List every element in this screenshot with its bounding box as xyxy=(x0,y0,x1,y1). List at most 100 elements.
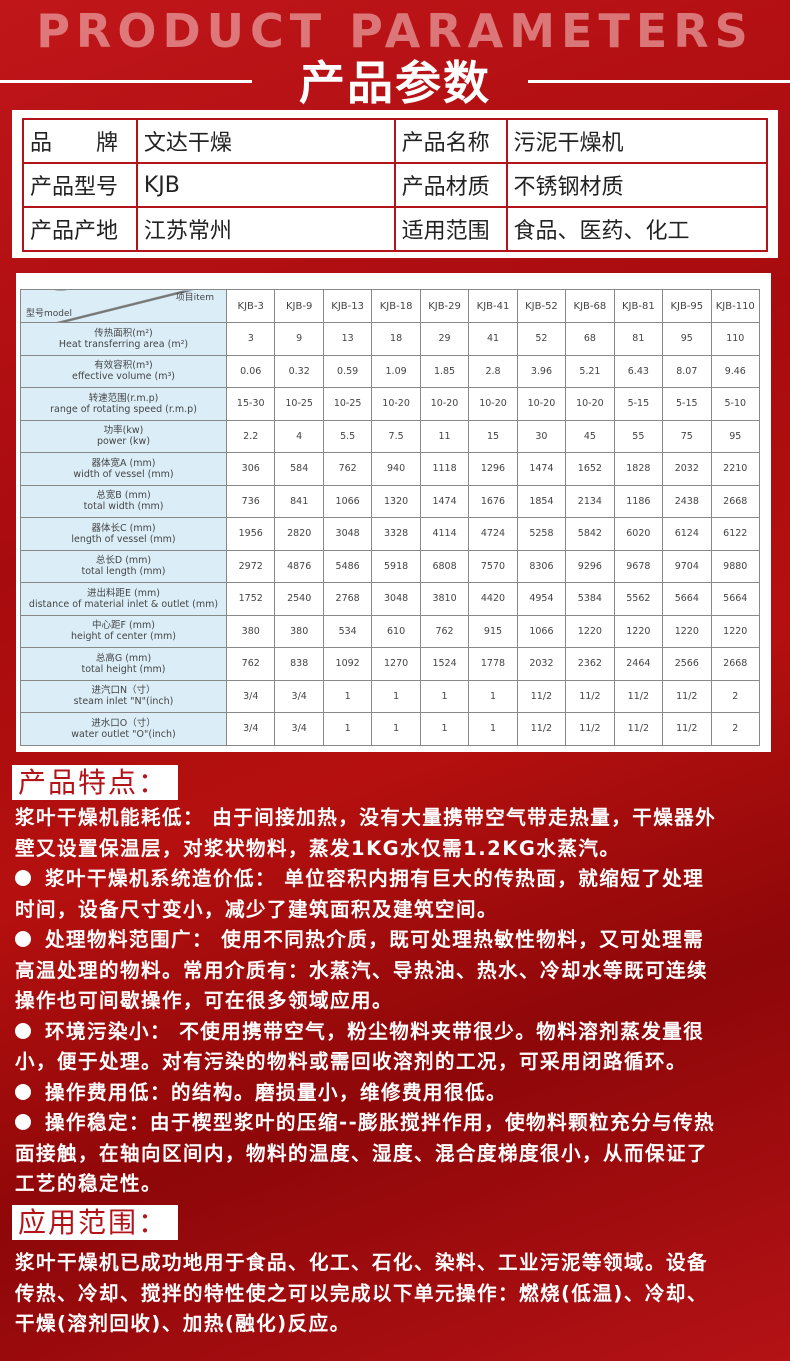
spec-value: 5486 xyxy=(322,549,373,583)
param-label-en: width of vessel (mm) xyxy=(73,468,174,480)
corner-item-label: 项目item xyxy=(175,293,214,303)
info-row: 产品型号 KJB 产品材质 不锈钢材质 xyxy=(22,162,769,208)
spec-value: 1474 xyxy=(516,452,567,486)
param-label-cn: 总长D (mm) xyxy=(95,555,152,567)
info-row: 品 牌文达干燥 产品名称 污泥干燥机 xyxy=(22,118,769,164)
bullet-icon xyxy=(15,931,31,947)
feature-line: 时间，设备尺寸变小，减少了建筑面积及建筑空间。 xyxy=(15,895,785,926)
info-label: 品 牌 xyxy=(22,118,138,164)
spec-value: 2362 xyxy=(565,647,615,681)
param-label-en: height of center (mm) xyxy=(71,631,176,643)
spec-value: 762 xyxy=(419,614,470,648)
spec-value: 9296 xyxy=(565,549,615,583)
feature-text: 小，便于处理。对有污染的物料或需回收溶剂的工况，可采用闭路循环。 xyxy=(15,1050,688,1073)
feature-line: 浆叶干燥机系统造价低： 单位容积内拥有巨大的传热面，就缩短了处理 xyxy=(15,864,785,895)
spec-value: 8306 xyxy=(516,549,567,583)
param-label-en: Heat transferring area (m²) xyxy=(58,338,189,350)
param-label: 中心距F (mm) height of center (mm) xyxy=(20,614,227,648)
spec-value: 11/2 xyxy=(613,679,664,713)
spec-value: 9704 xyxy=(662,549,712,583)
spec-value: 6.43 xyxy=(613,354,664,388)
spec-value: 110 xyxy=(710,322,761,356)
spec-value: 13 xyxy=(322,322,373,356)
spec-value: 380 xyxy=(274,614,324,648)
spec-value: 6124 xyxy=(662,517,712,551)
model-header: KJB-18 xyxy=(371,289,421,323)
spec-row: 转速范围(r.m.p) range of rotating speed (r.m.… xyxy=(20,387,761,421)
spec-value: 1296 xyxy=(468,452,518,486)
info-label: 产品产地 xyxy=(22,206,138,252)
spec-value: 5.5 xyxy=(322,419,373,453)
spec-value: 10-25 xyxy=(322,387,373,421)
spec-value: 7570 xyxy=(468,549,518,583)
title-en-watermark: PRODUCT PARAMETERS xyxy=(36,4,754,58)
spec-value: 11/2 xyxy=(516,679,567,713)
spec-panel: 项目item 型号model KJB-3 KJB-9 KJB-13 KJB-18 KJB-2… xyxy=(16,273,771,752)
model-header: KJB-29 xyxy=(419,289,470,323)
spec-value: 584 xyxy=(274,452,324,486)
spec-value: 380 xyxy=(225,614,276,648)
spec-value: 45 xyxy=(565,419,615,453)
spec-value: 1066 xyxy=(322,484,373,518)
feature-line: 壁又设置保温层，对浆状物料，蒸发1KG水仅需1.2KG水蒸汽。 xyxy=(15,834,785,865)
spec-value: 736 xyxy=(225,484,276,518)
spec-value: 1092 xyxy=(322,647,373,681)
feature-text: 高温处理的物料。常用介质有：水蒸汽、导热油、热水、冷却水等既可连续 xyxy=(15,958,709,982)
spec-value: 1 xyxy=(468,712,518,746)
info-value: 食品、医药、化工 xyxy=(505,206,769,252)
spec-value: 2210 xyxy=(710,452,761,486)
spec-value: 11/2 xyxy=(516,712,567,746)
spec-value: 5562 xyxy=(613,582,664,616)
info-value: 文达干燥 xyxy=(135,118,396,164)
param-label-en: power (kw) xyxy=(96,436,151,448)
spec-value: 11/2 xyxy=(662,679,712,713)
spec-value: 2 xyxy=(710,679,761,713)
basic-info-panel: 品 牌文达干燥 产品名称 污泥干燥机 产品型号 KJB 产品材质 不锈钢材质 产品产地 江苏常州… xyxy=(12,110,778,258)
spec-value: 3/4 xyxy=(274,679,324,713)
spec-value: 3810 xyxy=(419,582,470,616)
spec-value: 1 xyxy=(419,679,470,713)
param-label: 进出料距E (mm) distance of material inlet & o… xyxy=(20,582,227,616)
param-label-cn: 中心距F (mm) xyxy=(92,620,155,632)
spec-value: 11/2 xyxy=(613,712,664,746)
spec-value: 15-30 xyxy=(225,387,276,421)
model-header: KJB-81 xyxy=(613,289,664,323)
spec-row: 有效容积(m³) effective volume (m³) 0.06 0.32 0.5… xyxy=(20,354,761,388)
spec-value: 3048 xyxy=(322,517,373,551)
param-label-en: effective volume (m³) xyxy=(72,371,175,383)
spec-value: 1 xyxy=(322,679,373,713)
spec-value: 9.46 xyxy=(710,354,761,388)
spec-value: 1676 xyxy=(468,484,518,518)
spec-value: 2464 xyxy=(613,647,664,681)
model-header: KJB-95 xyxy=(662,289,712,323)
spec-value: 5258 xyxy=(516,517,567,551)
spec-value: 1 xyxy=(419,712,470,746)
param-label: 功率(kw) power (kw) xyxy=(20,419,227,453)
spec-value: 10-20 xyxy=(468,387,518,421)
spec-value: 81 xyxy=(613,322,664,356)
spec-value: 15 xyxy=(468,419,518,453)
spec-value: 5384 xyxy=(565,582,615,616)
info-value: 不锈钢材质 xyxy=(505,162,769,208)
spec-value: 1118 xyxy=(419,452,470,486)
spec-value: 7.5 xyxy=(371,419,421,453)
feature-text: 操作费用低：的结构。磨损量小，维修费用很低。 xyxy=(45,1080,508,1104)
param-label-en: total height (mm) xyxy=(81,663,166,675)
spec-value: 5.21 xyxy=(565,354,615,388)
feature-text: 时间，设备尺寸变小，减少了建筑面积及建筑空间。 xyxy=(15,897,499,921)
spec-value: 1828 xyxy=(613,452,664,486)
param-label-en: distance of material inlet & outlet (mm) xyxy=(28,598,219,610)
spec-value: 3048 xyxy=(371,582,421,616)
spec-value: 841 xyxy=(274,484,324,518)
param-label-en: steam inlet "N"(inch) xyxy=(73,696,174,708)
spec-value: 4876 xyxy=(274,549,324,583)
spec-value: 3/4 xyxy=(225,679,276,713)
model-header: KJB-68 xyxy=(565,289,615,323)
spec-row: 器体长C (mm) length of vessel (mm) 1956 2820 30… xyxy=(20,517,761,551)
spec-row: 总高G (mm) total height (mm) 762 838 1092 1270 1… xyxy=(20,647,761,681)
spec-table: 项目item 型号model KJB-3 KJB-9 KJB-13 KJB-18 KJB-2… xyxy=(20,289,761,746)
spec-value: 9880 xyxy=(710,549,761,583)
spec-value: 2972 xyxy=(225,549,276,583)
spec-row: 总宽B (mm) total width (mm) 736 841 1066 1320 14… xyxy=(20,484,761,518)
features-text: 浆叶干燥机能耗低： 由于间接加热，没有大量携带空气带走热量，干燥器外 壁又设置保温… xyxy=(15,803,785,1200)
